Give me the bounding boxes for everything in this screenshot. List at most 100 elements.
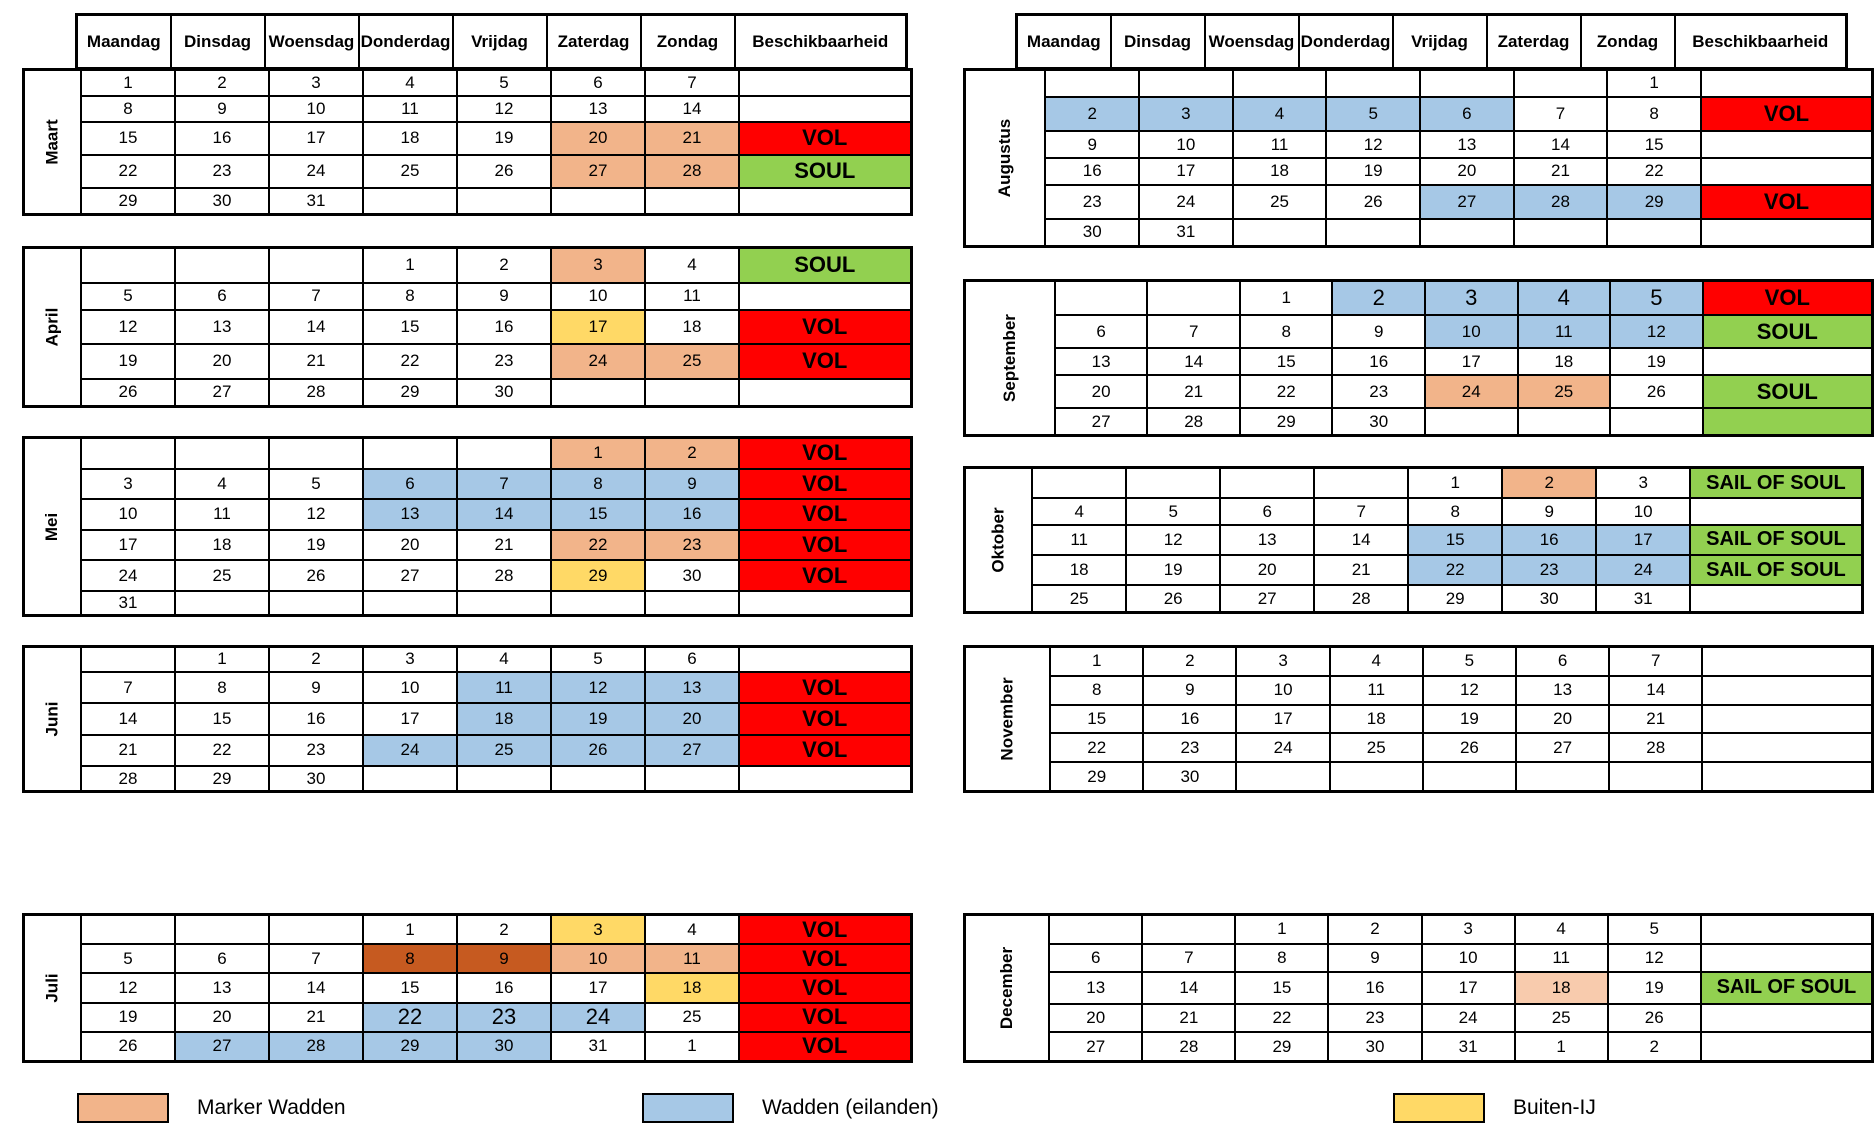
day-cell: 5	[1421, 645, 1518, 677]
legend-label: Wadden (eilanden)	[762, 1096, 939, 1119]
day-cell: 20	[644, 702, 740, 736]
empty-day-cell	[174, 913, 270, 946]
empty-day-cell	[1421, 761, 1518, 793]
day-cell: 16	[456, 972, 552, 1004]
availability-cell	[1689, 584, 1864, 614]
day-cell: 3	[1235, 645, 1331, 677]
day-cell: 13	[362, 498, 458, 531]
week-row: 9 10 11 12 13 14 15	[965, 130, 1874, 159]
day-cell: 12	[1606, 942, 1702, 973]
day-cell: 23	[268, 733, 364, 768]
day-cell: 12	[80, 972, 176, 1004]
day-cell: 17	[550, 308, 646, 346]
day-cell: 28	[644, 153, 740, 189]
day-cell: 14	[1146, 347, 1241, 376]
empty-day-cell	[1231, 68, 1328, 98]
week-row: 20 21 22 23 24 25 26	[965, 1003, 1874, 1034]
day-cell: 18	[456, 702, 552, 736]
day-cell: 22	[1238, 373, 1334, 410]
week-row: Augustus 1	[963, 68, 1874, 248]
day-cell: 6	[550, 68, 646, 97]
availability-cell	[1701, 761, 1874, 793]
day-cell: 31	[550, 1030, 646, 1063]
day-cell: 24	[80, 559, 176, 592]
week-row: 29 30	[965, 761, 1874, 793]
day-cell: 1	[1407, 466, 1504, 500]
day-cell: 12	[550, 670, 646, 705]
day-cell: 6	[1419, 95, 1515, 133]
empty-day-cell	[1325, 218, 1422, 248]
day-cell: 11	[362, 95, 458, 123]
availability-cell: VOL	[1701, 279, 1874, 316]
day-cell: 7	[1141, 942, 1237, 973]
day-cell: 10	[268, 95, 364, 123]
header-vrijdag: Vrijdag	[1391, 13, 1488, 70]
availability-cell: VOL	[738, 1030, 912, 1063]
week-row: 31	[24, 589, 912, 617]
availability-cell	[1701, 703, 1874, 735]
week-row: Oktober 1 2 3 SAIL OF SOUL	[963, 466, 1864, 614]
day-cell: 30	[644, 559, 740, 592]
day-cell: 27	[174, 377, 270, 408]
day-cell: 27	[1419, 183, 1515, 220]
day-cell: 15	[1238, 347, 1334, 376]
availability-cell	[1699, 218, 1874, 248]
day-cell: 29	[550, 559, 646, 592]
day-cell: 17	[1138, 156, 1234, 186]
week-row: 29 30 31	[24, 186, 912, 216]
header-zaterdag: Zaterdag	[545, 13, 642, 70]
day-cell: 15	[362, 972, 458, 1004]
day-cell: 2	[456, 913, 552, 946]
day-cell: 6	[1048, 942, 1144, 973]
day-cell: 30	[1327, 1031, 1423, 1063]
empty-day-cell	[1138, 68, 1234, 98]
empty-day-cell	[1231, 218, 1328, 248]
day-cell: 26	[1325, 183, 1422, 220]
week-row: 25 26 27 28 29 30 31	[965, 584, 1864, 614]
day-cell: 22	[1407, 554, 1504, 587]
day-cell: 6	[644, 645, 740, 673]
day-cell: 25	[1231, 183, 1328, 220]
header-donderdag: Donderdag	[1297, 13, 1394, 70]
day-cell: 22	[174, 733, 270, 768]
day-cell: 26	[1609, 373, 1704, 410]
day-cell: 29	[1238, 407, 1334, 437]
availability-cell	[738, 645, 912, 673]
day-cell: 6	[1219, 497, 1316, 526]
day-cell: 10	[1424, 313, 1519, 350]
day-cell: 15	[362, 308, 458, 346]
weekday-header: Maandag Dinsdag Woensdag Donderdag Vrijdag Za…	[1015, 13, 1848, 70]
availability-cell: SAIL OF SOUL	[1699, 970, 1874, 1006]
day-cell: 2	[1044, 95, 1141, 133]
day-cell: 5	[1606, 913, 1702, 945]
availability-cell	[1699, 156, 1874, 186]
week-row: 8 9 10 11 12 13 14	[24, 95, 912, 123]
day-cell: 20	[362, 528, 458, 562]
day-cell: 7	[268, 281, 364, 311]
month-name: April	[42, 307, 62, 347]
month-label: Juli	[22, 913, 82, 1063]
day-cell: 6	[174, 943, 270, 975]
day-cell: 28	[80, 765, 176, 793]
month-name: Mei	[42, 512, 62, 541]
day-cell: 6	[1053, 313, 1149, 350]
week-row: 6 7 8 9 10 11 12	[965, 942, 1874, 973]
availability-cell: VOL	[738, 436, 912, 470]
day-cell: 29	[362, 377, 458, 408]
day-cell: 28	[1146, 407, 1241, 437]
day-cell: 27	[174, 1030, 270, 1063]
empty-day-cell	[1424, 407, 1519, 437]
day-cell: 4	[644, 913, 740, 946]
day-cell: 14	[80, 702, 176, 736]
legend-item: Wadden (eilanden)	[642, 1093, 939, 1123]
day-cell: 22	[550, 528, 646, 562]
day-cell: 11	[1031, 523, 1128, 557]
month-label: November	[963, 645, 1052, 793]
month-augustus: Augustus 1 2 3 4 5 6 7 8 VOL 9 10 11 12 13 14 15 16 17 18 19…	[963, 68, 1874, 248]
availability-cell: VOL	[738, 528, 912, 562]
day-cell: 29	[362, 1030, 458, 1063]
empty-day-cell	[1512, 68, 1609, 98]
empty-day-cell	[80, 436, 176, 470]
week-row: 18 19 20 21 22 23 24 SAIL OF SOUL	[965, 554, 1864, 587]
day-cell: 26	[268, 559, 364, 592]
